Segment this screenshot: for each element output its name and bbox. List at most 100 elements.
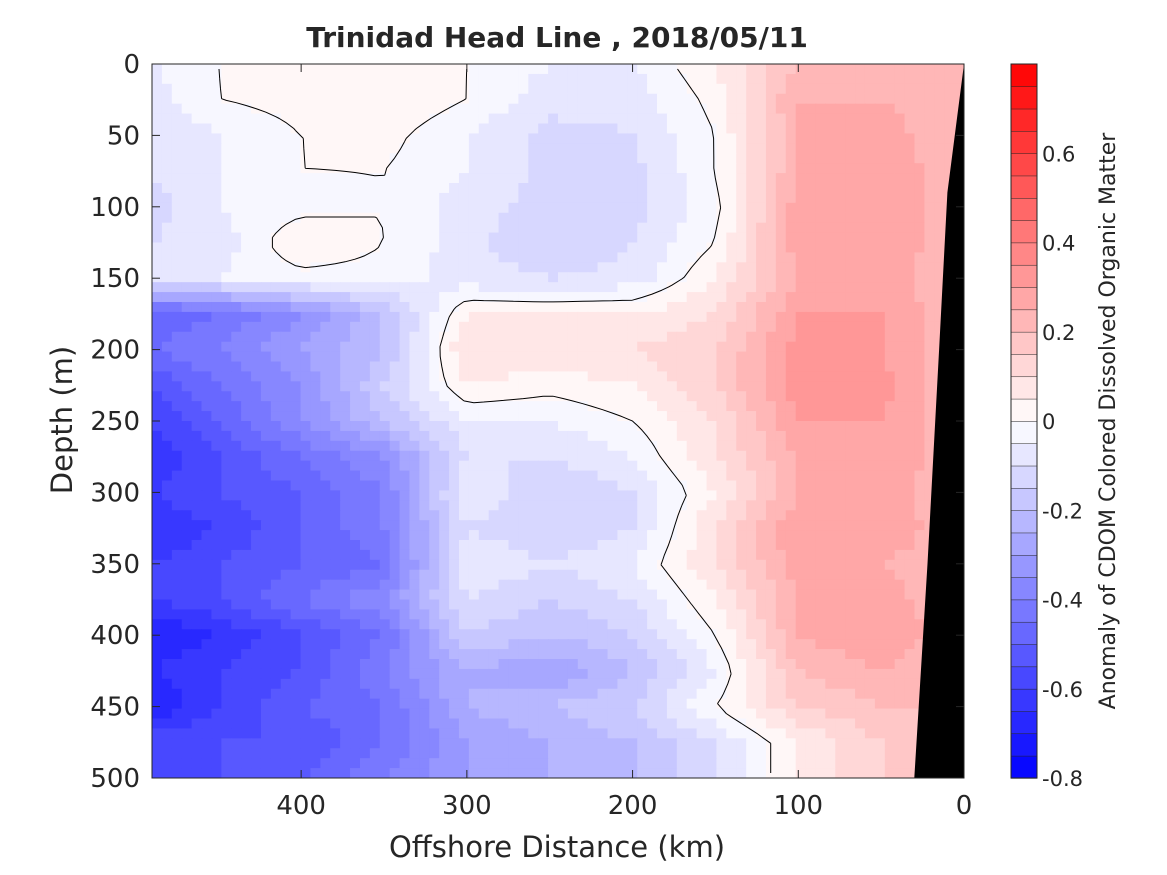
heatmap-cell — [419, 331, 430, 343]
heatmap-cell — [310, 569, 321, 581]
heatmap-cell — [765, 133, 777, 144]
heatmap-cell — [191, 569, 203, 581]
heatmap-cell — [528, 549, 539, 561]
heatmap-cell — [716, 232, 727, 244]
heatmap-cell — [538, 490, 549, 501]
heatmap-cell — [251, 292, 262, 303]
heatmap-cell — [815, 143, 826, 154]
heatmap-cell — [845, 64, 856, 75]
heatmap-cell — [775, 341, 787, 353]
heatmap-cell — [617, 490, 628, 501]
heatmap-cell — [260, 282, 272, 293]
heatmap-cell — [439, 549, 450, 561]
heatmap-cell — [330, 421, 341, 432]
heatmap-cell — [300, 490, 312, 501]
heatmap-cell — [845, 540, 856, 551]
heatmap-cell — [627, 559, 638, 571]
heatmap-cell — [191, 411, 203, 422]
heatmap-cell — [686, 569, 698, 581]
heatmap-cell — [676, 440, 688, 452]
heatmap-cell — [221, 659, 232, 670]
heatmap-cell — [567, 391, 579, 402]
heatmap-cell — [201, 381, 213, 392]
heatmap-cell — [736, 520, 747, 531]
heatmap-cell — [211, 520, 222, 531]
heatmap-cell — [340, 321, 351, 333]
heatmap-cell — [508, 173, 519, 184]
heatmap-cell — [716, 549, 727, 561]
heatmap-cell — [815, 232, 826, 244]
heatmap-cell — [350, 64, 361, 75]
heatmap-cell — [548, 460, 559, 472]
heatmap-cell — [914, 411, 925, 422]
heatmap-cell — [746, 202, 757, 214]
heatmap-cell — [765, 252, 777, 263]
heatmap-cell — [389, 430, 401, 442]
heatmap-cell — [181, 64, 193, 75]
heatmap-cell — [775, 540, 787, 551]
heatmap-cell — [666, 649, 678, 660]
heatmap-cell — [587, 520, 599, 531]
heatmap-cell — [528, 83, 539, 95]
heatmap-cell — [696, 173, 708, 184]
heatmap-cell — [894, 93, 906, 105]
heatmap-cell — [498, 421, 510, 432]
heatmap-cell — [300, 579, 312, 591]
heatmap-cell — [795, 93, 807, 105]
heatmap-cell — [508, 252, 519, 263]
heatmap-cell — [676, 470, 688, 482]
heatmap-cell — [607, 133, 619, 144]
heatmap-cell — [191, 103, 203, 115]
heatmap-cell — [300, 232, 312, 244]
heatmap-cell — [716, 520, 727, 531]
heatmap-cell — [310, 321, 321, 333]
heatmap-cell — [340, 589, 351, 601]
heatmap-cell — [498, 153, 510, 164]
heatmap-cell — [439, 510, 450, 521]
heatmap-cell — [815, 371, 826, 382]
heatmap-cell — [429, 579, 440, 591]
heatmap-cell — [201, 292, 213, 303]
heatmap-cell — [924, 282, 935, 293]
heatmap-cell — [528, 520, 539, 531]
heatmap-cell — [567, 639, 579, 650]
heatmap-cell — [835, 163, 846, 174]
heatmap-cell — [617, 113, 628, 125]
heatmap-cell — [330, 549, 341, 561]
heatmap-cell — [231, 252, 242, 263]
heatmap-cell — [874, 569, 886, 581]
heatmap-cell — [756, 361, 767, 373]
heatmap-cell — [864, 619, 876, 630]
heatmap-cell — [815, 64, 826, 75]
heatmap-cell — [904, 282, 916, 293]
heatmap-cell — [845, 143, 856, 154]
heatmap-cell — [171, 302, 183, 313]
heatmap-cell — [558, 599, 569, 611]
heatmap-cell — [726, 202, 737, 214]
heatmap-cell — [756, 302, 767, 313]
heatmap-cell — [518, 421, 529, 432]
heatmap-cell — [765, 153, 777, 164]
heatmap-cell — [815, 173, 826, 184]
heatmap-cell — [478, 520, 490, 531]
heatmap-cell — [706, 619, 718, 630]
heatmap-cell — [429, 222, 440, 234]
heatmap-cell — [419, 292, 430, 303]
heatmap-cell — [686, 371, 698, 382]
heatmap-cell — [251, 659, 262, 670]
heatmap-cell — [706, 173, 718, 184]
heatmap-cell — [864, 282, 876, 293]
heatmap-cell — [270, 510, 282, 521]
heatmap-cell — [914, 192, 925, 204]
heatmap-cell — [775, 351, 787, 363]
heatmap-cell — [201, 262, 213, 273]
heatmap-cell — [251, 530, 262, 541]
heatmap-cell — [498, 173, 510, 184]
heatmap-cell — [270, 381, 282, 392]
heatmap-cell — [835, 391, 846, 402]
heatmap-cell — [617, 391, 628, 402]
heatmap-cell — [191, 649, 203, 660]
heatmap-cell — [825, 331, 836, 343]
heatmap-cell — [409, 480, 420, 492]
heatmap-cell — [191, 589, 203, 601]
